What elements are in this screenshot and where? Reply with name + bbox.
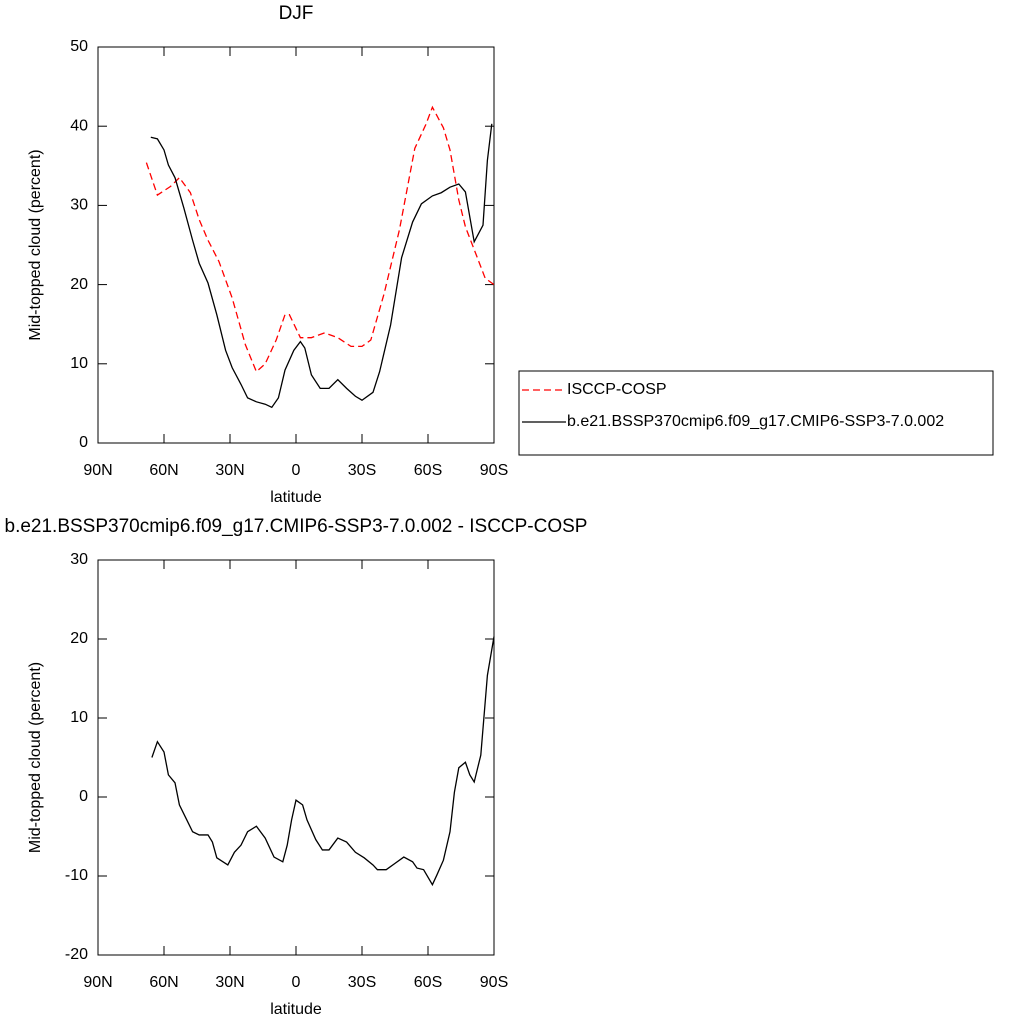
x-tick-label: 30N (215, 462, 244, 479)
x-tick-label: 60S (414, 462, 442, 479)
plot-frame (97, 46, 495, 444)
x-tick-label: 90S (480, 974, 508, 991)
plot-frame (97, 559, 495, 956)
x-tick-label: 60N (149, 974, 178, 991)
x-axis-label: latitude (270, 1001, 322, 1018)
y-tick-label: 20 (70, 276, 88, 293)
y-tick-label: 30 (70, 551, 88, 568)
y-tick-label: -10 (65, 867, 88, 884)
y-tick-label: 10 (70, 355, 88, 372)
data-line (150, 123, 493, 409)
x-tick-label: 0 (292, 462, 301, 479)
y-tick-label: 40 (70, 117, 88, 134)
x-tick-label: 90S (480, 462, 508, 479)
legend-label: b.e21.BSSP370cmip6.f09_g17.CMIP6-SSP3-7.… (567, 413, 944, 430)
chart-title: DJF (279, 3, 314, 24)
x-tick-label: 30S (348, 974, 376, 991)
y-tick-label: 0 (79, 788, 88, 805)
x-axis-label: latitude (270, 489, 322, 506)
y-tick-label: 0 (79, 434, 88, 451)
x-tick-label: 30S (348, 462, 376, 479)
x-tick-label: 90N (83, 462, 112, 479)
x-tick-label: 60S (414, 974, 442, 991)
chart-title: b.e21.BSSP370cmip6.f09_g17.CMIP6-SSP3-7.… (5, 516, 588, 537)
x-tick-label: 60N (149, 462, 178, 479)
x-tick-label: 90N (83, 974, 112, 991)
y-tick-label: 30 (70, 197, 88, 214)
legend-box (518, 370, 994, 456)
x-tick-label: 0 (292, 974, 301, 991)
y-axis-label: Mid-topped cloud (percent) (27, 149, 44, 340)
y-tick-label: -20 (65, 946, 88, 963)
data-line (145, 105, 495, 373)
x-tick-label: 30N (215, 974, 244, 991)
y-axis-label: Mid-topped cloud (percent) (27, 662, 44, 853)
legend-label: ISCCP-COSP (567, 381, 667, 398)
data-line (151, 636, 495, 887)
y-tick-label: 10 (70, 709, 88, 726)
y-tick-label: 50 (70, 38, 88, 55)
y-tick-label: 20 (70, 630, 88, 647)
